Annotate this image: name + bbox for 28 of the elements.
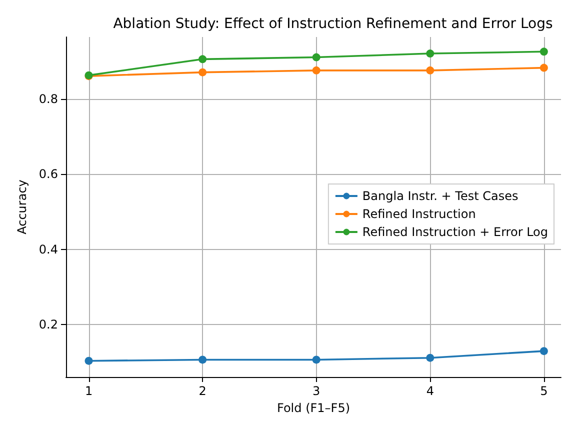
legend-label: Refined Instruction: [362, 207, 476, 221]
legend-label: Bangla Instr. + Test Cases: [362, 189, 518, 203]
x-tick-label: 4: [426, 384, 434, 398]
legend-label: Refined Instruction + Error Log: [362, 225, 548, 239]
point: [426, 354, 434, 362]
point: [426, 50, 434, 58]
x-axis-title: Fold (F1–F5): [276, 400, 350, 415]
point: [312, 66, 320, 74]
point: [84, 356, 93, 365]
y-tick-label: 0.6: [38, 167, 58, 182]
x-tick-label: 1: [84, 384, 93, 398]
point: [540, 347, 548, 356]
y-axis-title: Accuracy: [15, 180, 29, 234]
x-tick-label: 5: [540, 384, 548, 398]
point: [198, 55, 207, 64]
point: [312, 53, 320, 62]
point: [198, 68, 207, 76]
point: [540, 48, 548, 56]
x-tick-label: 3: [312, 384, 320, 398]
chart-title: Ablation Study: Effect of Instruction Refinement and Error Logs: [113, 16, 553, 32]
x-tick-label: 2: [198, 384, 206, 398]
point: [426, 66, 434, 74]
y-tick-label: 0.2: [38, 317, 58, 332]
y-tick-label: 0.8: [38, 92, 58, 106]
point: [312, 356, 320, 364]
point: [540, 64, 548, 72]
y-tick-label: 0.4: [38, 242, 58, 256]
point: [198, 356, 207, 364]
